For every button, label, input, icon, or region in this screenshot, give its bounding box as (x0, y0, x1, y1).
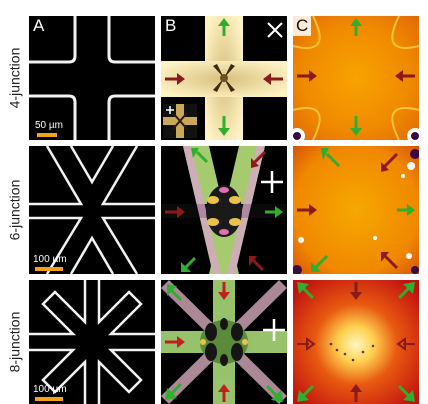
column-letter-b: B (165, 16, 177, 35)
panel-a-6-junction: 100 µm (29, 146, 155, 274)
scale-label: 50 µm (35, 120, 63, 131)
panel-a-8-junction: 100 µm (29, 280, 155, 404)
scale-bar (35, 267, 63, 271)
row-label-4-junction: 4-junction (6, 47, 23, 109)
column-letter-a: A (33, 16, 45, 35)
panel-b-6-junction (161, 146, 287, 274)
panel-b-4-junction: B (161, 16, 287, 140)
panel-c-8-junction (293, 280, 419, 404)
scale-bar (37, 133, 57, 137)
scale-label: 100 µm (33, 254, 67, 265)
panel-c-6-junction (293, 146, 419, 274)
panel-a-4-junction: A 50 µm (29, 16, 155, 140)
panel-b-8-junction (161, 280, 287, 404)
scale-bar (35, 397, 63, 401)
panel-c-4-junction: C (293, 16, 419, 140)
scale-label: 100 µm (33, 384, 67, 395)
column-letter-c: C (293, 16, 312, 36)
row-label-8-junction: 8-junction (6, 311, 23, 373)
row-label-6-junction: 6-junction (6, 179, 23, 241)
